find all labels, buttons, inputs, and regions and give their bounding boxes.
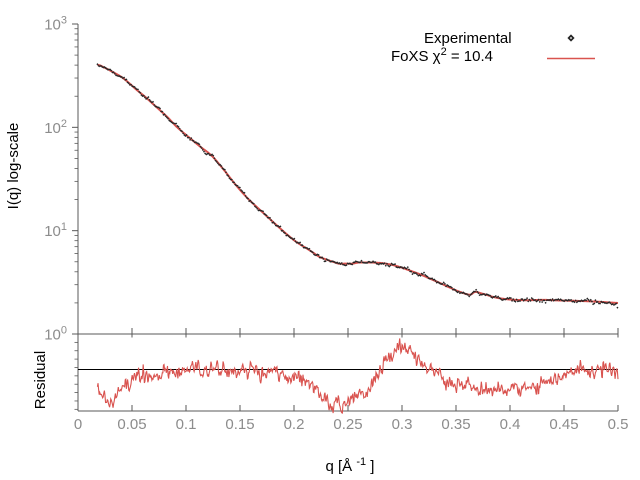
svg-text:0.45: 0.45 xyxy=(549,416,578,433)
svg-text:0.3: 0.3 xyxy=(392,416,413,433)
svg-text:0.4: 0.4 xyxy=(500,416,521,433)
svg-text:0.35: 0.35 xyxy=(441,416,470,433)
svg-text:Residual: Residual xyxy=(32,351,49,409)
svg-text:0.25: 0.25 xyxy=(333,416,362,433)
svg-text:Experimental: Experimental xyxy=(424,30,512,47)
svg-text:q [Å -1 ]: q [Å -1 ] xyxy=(326,456,375,475)
svg-text:I(q) log-scale: I(q) log-scale xyxy=(5,123,22,210)
svg-text:0.2: 0.2 xyxy=(284,416,305,433)
svg-text:0: 0 xyxy=(74,416,82,433)
svg-text:0.05: 0.05 xyxy=(117,416,146,433)
svg-text:0.5: 0.5 xyxy=(608,416,629,433)
svg-text:0.1: 0.1 xyxy=(176,416,197,433)
svg-text:0.15: 0.15 xyxy=(225,416,254,433)
